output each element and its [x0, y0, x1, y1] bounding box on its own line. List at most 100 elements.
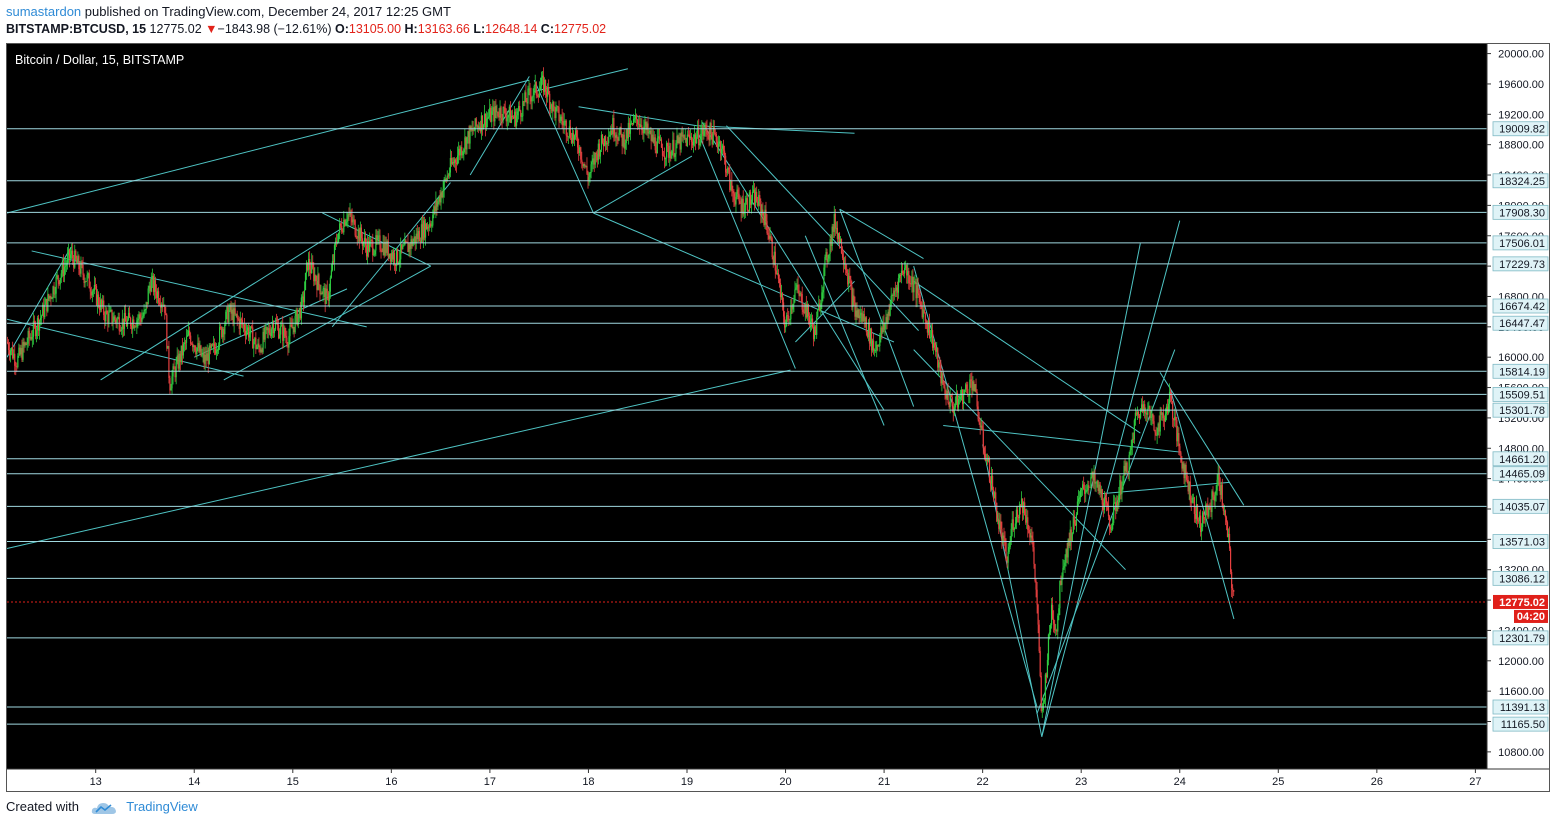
candle [836, 221, 838, 243]
candle [446, 170, 448, 182]
price-change: −1843.98 (−12.61%) [217, 22, 332, 36]
candle [51, 296, 53, 300]
candle [166, 313, 168, 352]
candle [1167, 398, 1170, 415]
candle [959, 389, 962, 403]
candle [644, 115, 646, 134]
candle [103, 295, 105, 321]
candle [384, 236, 386, 257]
candle [258, 337, 260, 353]
candle [1008, 541, 1010, 554]
candle [561, 108, 563, 129]
candle [739, 195, 741, 205]
candle [715, 131, 717, 147]
candle [464, 128, 466, 154]
candle [1198, 511, 1201, 528]
candle [286, 330, 288, 348]
candle [597, 139, 599, 165]
candle [815, 324, 817, 335]
candle [551, 103, 553, 114]
candle [1163, 415, 1165, 431]
candle [635, 108, 637, 123]
candle [1020, 491, 1023, 508]
candle [853, 288, 855, 306]
candle [935, 342, 937, 357]
candle [673, 132, 675, 159]
chart-canvas[interactable]: 10800.0011200.0011600.0012000.0012400.00… [6, 43, 1550, 792]
candle [325, 284, 327, 305]
candle [652, 129, 654, 144]
candle [1103, 490, 1105, 514]
candle [234, 299, 236, 317]
candle [242, 322, 245, 333]
candle [640, 117, 642, 128]
candle [1194, 506, 1197, 524]
candle [874, 348, 876, 357]
candle [850, 275, 852, 291]
candle [1049, 623, 1052, 636]
candle [1099, 482, 1101, 498]
candle [572, 130, 575, 144]
candle [451, 157, 454, 166]
candle [556, 105, 558, 112]
candle [54, 286, 56, 299]
candle [393, 249, 396, 271]
candle [408, 242, 410, 257]
candle [712, 119, 714, 146]
y-tick-label: 11600.00 [1499, 686, 1544, 698]
candle [484, 113, 487, 137]
candle [165, 306, 167, 316]
price-chart[interactable]: 10800.0011200.0011600.0012000.0012400.00… [6, 43, 1550, 792]
candle [232, 302, 234, 327]
candle [824, 254, 826, 277]
plot-area[interactable] [7, 44, 1487, 769]
candle [467, 130, 469, 144]
candle [592, 151, 594, 170]
candle [598, 139, 600, 160]
candle [257, 339, 259, 350]
candle [66, 247, 69, 270]
candle [856, 302, 858, 321]
candle [1016, 505, 1019, 523]
candle [633, 115, 636, 123]
svg-text:15301.78: 15301.78 [1499, 405, 1545, 417]
candle [217, 342, 220, 355]
candle [72, 242, 74, 265]
candle [1155, 426, 1157, 436]
candle [224, 320, 226, 341]
tradingview-link[interactable]: TradingView [126, 799, 198, 814]
candle [300, 294, 302, 325]
candle [549, 90, 551, 116]
candle [317, 266, 319, 291]
candle [24, 341, 26, 348]
candle [33, 315, 35, 329]
level-label: 14661.20 [1492, 451, 1549, 467]
candle [771, 236, 773, 260]
candle [67, 243, 70, 263]
candle [271, 315, 273, 338]
candle [909, 275, 911, 291]
candle [600, 131, 603, 152]
candle [213, 338, 216, 356]
svg-text:11165.50: 11165.50 [1501, 719, 1545, 731]
candle [1067, 538, 1069, 565]
candle [662, 151, 665, 157]
candle [457, 146, 459, 166]
candle [493, 100, 495, 130]
candle [319, 284, 321, 302]
author-link[interactable]: sumastardon [6, 4, 82, 19]
candle [212, 336, 215, 353]
candle [1017, 514, 1020, 523]
candle [200, 344, 202, 357]
candle [1050, 598, 1053, 629]
candle [100, 293, 102, 313]
candle [823, 264, 825, 299]
candle [534, 74, 536, 94]
candle [1160, 407, 1162, 421]
candle [256, 344, 258, 350]
trendline [913, 349, 1126, 571]
candle [751, 185, 754, 205]
candle [989, 476, 992, 492]
candle [985, 453, 987, 466]
candle [1086, 484, 1088, 493]
